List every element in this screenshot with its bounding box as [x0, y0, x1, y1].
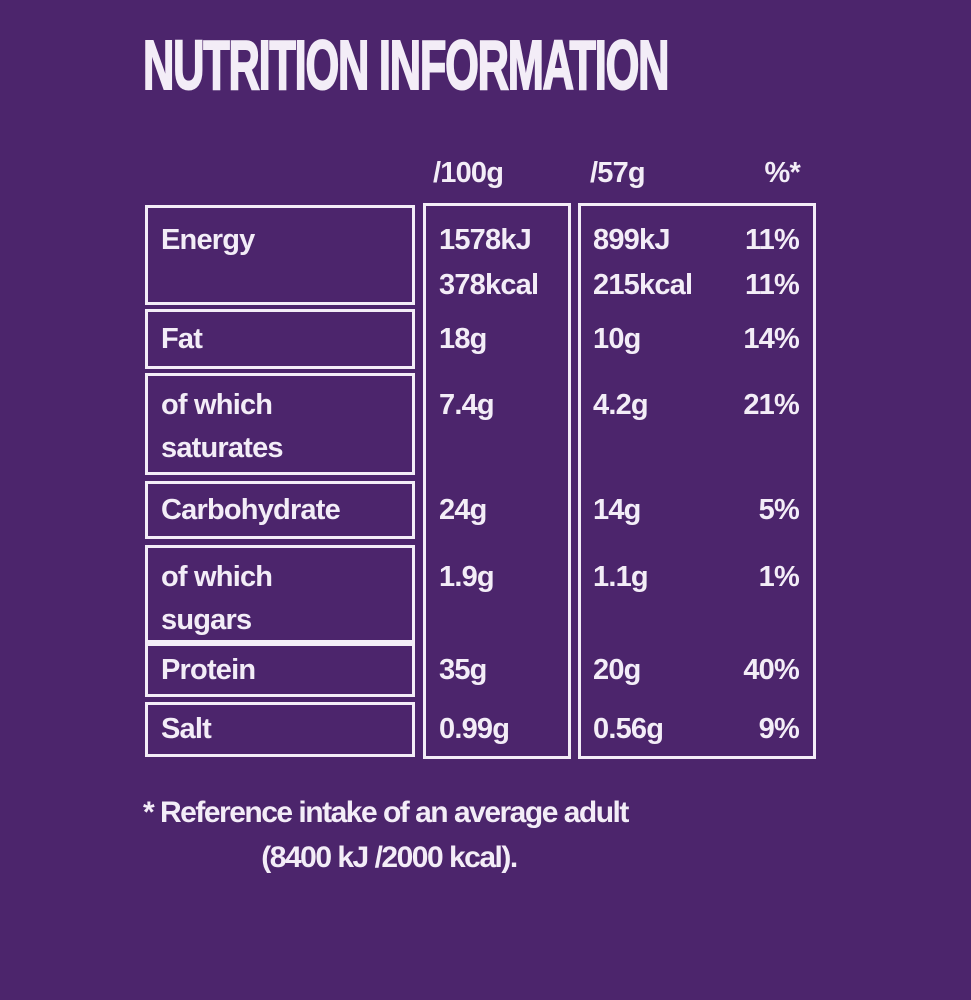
page-title: NUTRITION INFORMATION — [142, 26, 670, 104]
nutrient-label-protein: Protein — [145, 643, 415, 697]
carbohydrate-per-57g-value: 14g — [593, 493, 641, 526]
column-header-per-57g: /57g — [590, 157, 646, 189]
nutrient-label-salt: Salt — [145, 702, 415, 757]
salt-per-57g-value: 0.56g — [593, 713, 664, 745]
per-100g-values-box: 1578kJ 378kcal 18g 7.4g 24g 1.9g 35g 0.99g — [423, 203, 571, 759]
salt-per-100g-value: 0.99g — [439, 713, 510, 745]
of-which-sugars-label-line: sugars — [161, 604, 252, 636]
per-57g-and-percent-salt: 0.56g 9% — [581, 702, 813, 757]
fat-per-57g-line: 10g 14% — [593, 318, 800, 361]
column-header-percent-ri: %* — [764, 157, 801, 189]
per-57g-and-percent-fat: 10g 14% — [581, 309, 813, 369]
per-57g-and-percent-protein: 20g 40% — [581, 643, 813, 697]
carbohydrate-per-57g-line: 14g 5% — [593, 489, 800, 532]
energy-per-100g-value: 1578kJ — [439, 224, 532, 256]
of-which-sugars-per-57g-line: 1.1g 1% — [593, 556, 800, 599]
per-100g-values-energy: 1578kJ 378kcal — [426, 205, 568, 305]
salt-per-57g-line: 0.56g 9% — [593, 708, 800, 751]
of-which-sugars-per-100g-value: 1.9g — [439, 561, 495, 593]
per-100g-values-salt: 0.99g — [426, 702, 568, 757]
protein-per-57g-line: 20g 40% — [593, 649, 800, 692]
fat-percent-ri-value: 14% — [743, 322, 799, 355]
column-header-per-100g: /100g — [433, 157, 504, 189]
footnote-line-1: * Reference intake of an average adult — [143, 796, 629, 829]
nutrient-label-carbohydrate: Carbohydrate — [145, 481, 415, 539]
salt-label-line: Salt — [161, 713, 212, 745]
protein-per-100g-value: 35g — [439, 653, 487, 686]
fat-per-100g-value: 18g — [439, 322, 487, 355]
per-57g-and-percent-of-which-sugars: 1.1g 1% — [581, 545, 813, 643]
of-which-sugars-percent-ri-value: 1% — [758, 561, 800, 593]
energy-per-57g-value: 215kcal — [593, 269, 693, 301]
per-100g-values-protein: 35g — [426, 643, 568, 697]
nutrient-label-of-which-sugars: of which sugars — [145, 545, 415, 643]
energy-per-57g-line: 899kJ 11% — [593, 218, 800, 263]
salt-percent-ri-value: 9% — [758, 713, 800, 745]
energy-label-line: Energy — [161, 224, 255, 256]
of-which-saturates-per-57g-value: 4.2g — [593, 389, 649, 421]
carbohydrate-per-100g-value: 24g — [439, 493, 487, 526]
energy-percent-ri-value: 11% — [744, 224, 800, 256]
carbohydrate-label-line: Carbohydrate — [161, 493, 341, 526]
protein-label-line: Protein — [161, 653, 256, 686]
of-which-saturates-per-100g-value: 7.4g — [439, 389, 495, 421]
per-57g-and-percent-carbohydrate: 14g 5% — [581, 481, 813, 539]
per-57g-and-percent-energy: 899kJ 11% 215kcal 11% — [581, 205, 813, 305]
per-57g-and-percent-of-which-saturates: 4.2g 21% — [581, 373, 813, 475]
protein-per-57g-value: 20g — [593, 653, 641, 686]
nutrient-label-energy: Energy — [145, 205, 415, 305]
energy-per-57g-line: 215kcal 11% — [593, 263, 800, 308]
protein-percent-ri-value: 40% — [743, 653, 799, 686]
of-which-saturates-label-line: of which — [161, 389, 273, 421]
energy-per-57g-value: 899kJ — [593, 224, 670, 256]
fat-label-line: Fat — [161, 322, 203, 355]
per-100g-values-fat: 18g — [426, 309, 568, 369]
nutrient-label-column: Energy Fat of which saturates Carbohydrate of… — [145, 203, 415, 759]
nutrition-table: Energy Fat of which saturates Carbohydrate of… — [145, 203, 816, 759]
per-100g-values-of-which-saturates: 7.4g — [426, 373, 568, 475]
energy-per-100g-value: 378kcal — [439, 269, 539, 301]
carbohydrate-percent-ri-value: 5% — [758, 493, 800, 526]
footnote-line-2: (8400 kJ /2000 kcal). — [261, 841, 518, 874]
of-which-saturates-percent-ri-value: 21% — [743, 389, 799, 421]
nutrient-label-of-which-saturates: of which saturates — [145, 373, 415, 475]
of-which-saturates-per-57g-line: 4.2g 21% — [593, 384, 800, 427]
per-100g-values-carbohydrate: 24g — [426, 481, 568, 539]
fat-per-57g-value: 10g — [593, 322, 641, 355]
column-headers: /100g /57g %* — [145, 156, 816, 196]
per-100g-values-of-which-sugars: 1.9g — [426, 545, 568, 643]
energy-percent-ri-value: 11% — [744, 269, 800, 301]
footnote: * Reference intake of an average adult (… — [143, 790, 635, 880]
nutrient-label-fat: Fat — [145, 309, 415, 369]
per-57g-and-percent-box: 899kJ 11% 215kcal 11% 10g 14% 4.2g 21% 14g 5% 1.1g… — [578, 203, 816, 759]
of-which-saturates-label-line: saturates — [161, 432, 284, 464]
of-which-sugars-per-57g-value: 1.1g — [593, 561, 649, 593]
of-which-sugars-label-line: of which — [161, 561, 273, 593]
